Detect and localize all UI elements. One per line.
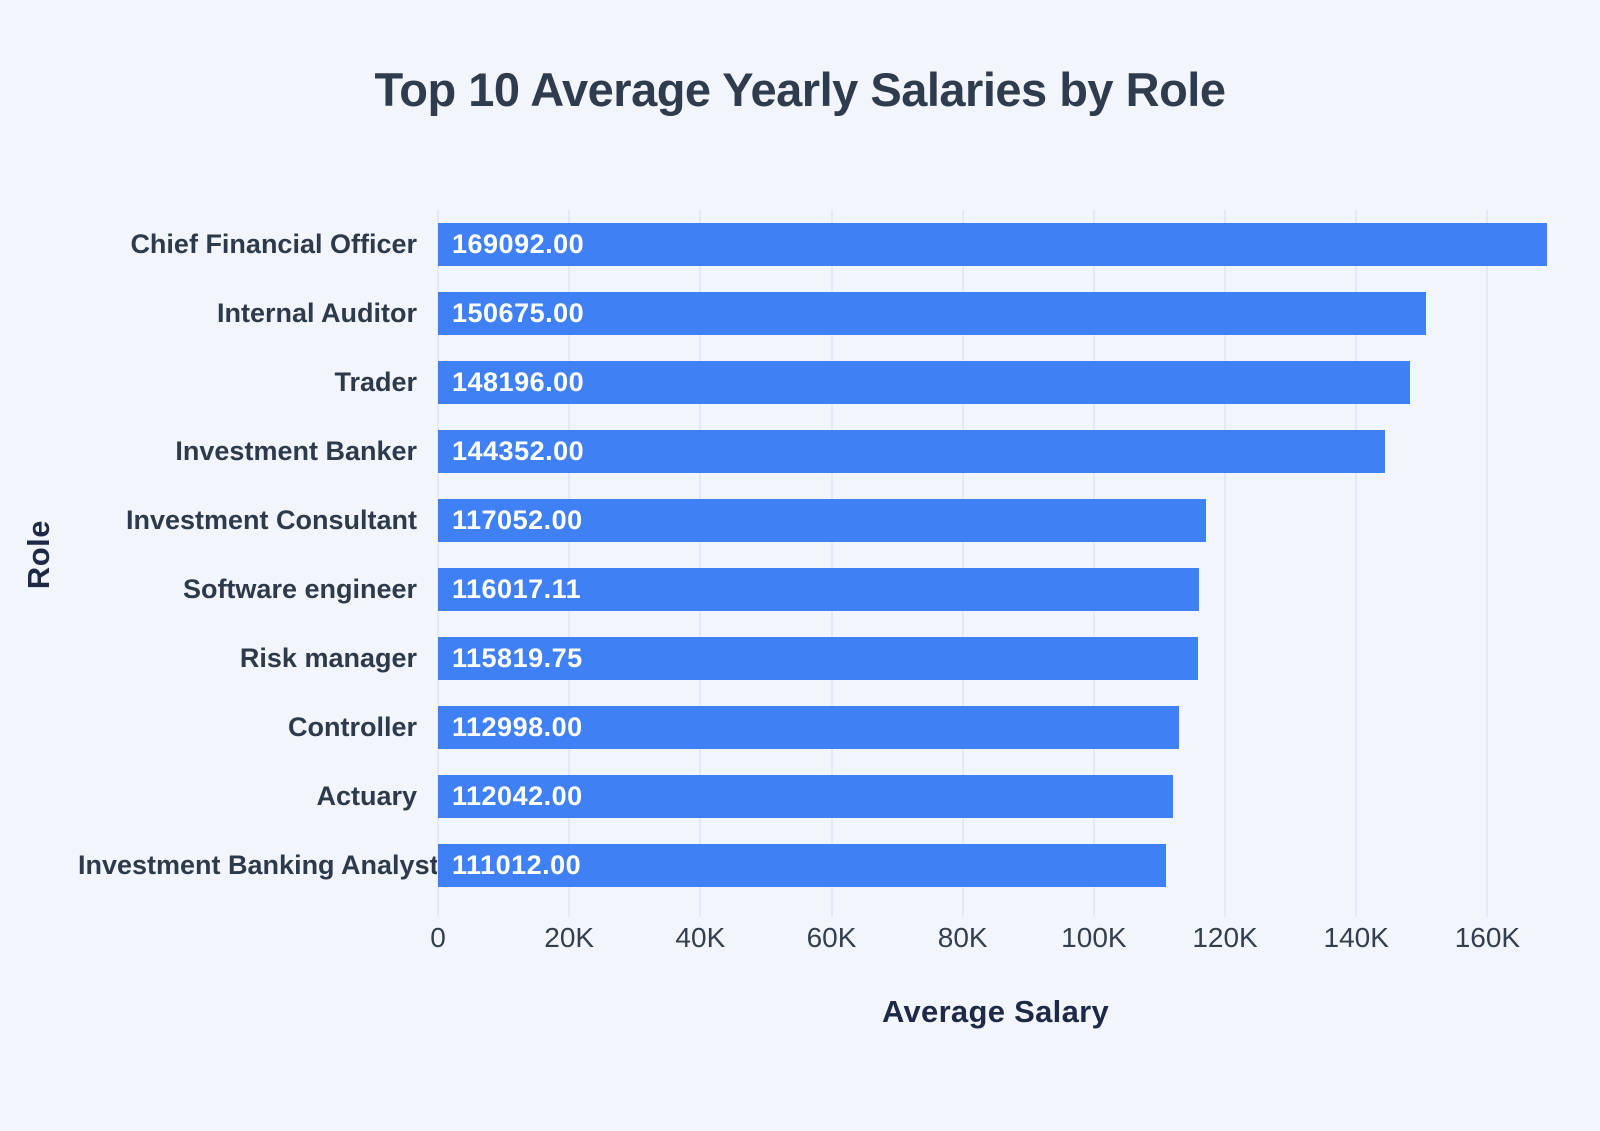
x-tick-label-0: 0 (430, 922, 446, 953)
bar-value-label: 144352.00 (452, 436, 585, 466)
x-tick-label-60K: 60K (806, 922, 857, 953)
category-label: Risk manager (239, 643, 417, 673)
bar-value-label: 111012.00 (452, 850, 582, 880)
x-tick-label-40K: 40K (675, 922, 726, 953)
category-label: Chief Financial Officer (130, 229, 417, 259)
bar: 150675.00 (438, 292, 1427, 335)
category-label: Trader (334, 367, 417, 397)
bar-row: Chief Financial Officer 169092.00 (78, 210, 1553, 279)
x-axis-ticks: 0 20K 40K 60K 80K 100K 120K 140K 160K (430, 900, 1553, 953)
bar-track: 112042.00 (438, 762, 1553, 831)
category-label: Controller (287, 712, 417, 742)
bar: 117052.00 (438, 499, 1206, 542)
bar-value-label: 150675.00 (452, 298, 585, 328)
bar-value-label: 112998.00 (452, 712, 583, 742)
bar: 115819.75 (438, 637, 1198, 680)
bar-value-label: 115819.75 (452, 643, 583, 673)
bar-row: Software engineer 116017.11 (78, 555, 1553, 624)
bar-track: 117052.00 (438, 486, 1553, 555)
bar-value-label: 116017.11 (452, 574, 582, 604)
bar-track: 111012.00 (438, 831, 1553, 900)
bar-row: Actuary 112042.00 (78, 762, 1553, 831)
x-tick-label-160K: 160K (1454, 922, 1521, 953)
bar: 112998.00 (438, 706, 1180, 749)
category-label: Internal Auditor (217, 298, 417, 328)
bar-row: Trader 148196.00 (78, 348, 1553, 417)
bar-row: Risk manager 115819.75 (78, 624, 1553, 693)
category-label: Investment Banker (175, 436, 417, 466)
x-axis-title: Average Salary (881, 994, 1110, 1029)
y-axis-title: Role (21, 520, 56, 590)
bar-row: Controller 112998.00 (78, 693, 1553, 762)
bar: 144352.00 (438, 430, 1385, 473)
x-axis-title-row: Average Salary (438, 994, 1553, 1030)
bar-value-label: 117052.00 (452, 505, 583, 535)
bar-row: Internal Auditor 150675.00 (78, 279, 1553, 348)
x-tick-label-80K: 80K (937, 922, 988, 953)
bar-track: 112998.00 (438, 693, 1553, 762)
bar-value-label: 112042.00 (452, 781, 583, 811)
chart-title: Top 10 Average Yearly Salaries by Role (374, 63, 1226, 116)
bar-track: 150675.00 (438, 279, 1553, 348)
bar-track: 148196.00 (438, 348, 1553, 417)
x-tick-label-140K: 140K (1323, 922, 1389, 953)
bar-track: 169092.00 (438, 210, 1553, 279)
category-label: Investment Consultant (125, 505, 417, 535)
category-label: Software engineer (182, 574, 417, 604)
x-tick-label-120K: 120K (1192, 922, 1258, 953)
chart-area: Role Chief Financial Officer 169092.00 Int… (0, 210, 1600, 1030)
bar: 169092.00 (438, 223, 1548, 266)
bar-value-label: 169092.00 (452, 229, 585, 259)
bar: 111012.00 (438, 844, 1167, 887)
x-tick-label-20K: 20K (544, 922, 595, 953)
y-axis-title-wrap: Role (0, 210, 78, 900)
bar-value-label: 148196.00 (452, 367, 585, 397)
plot-rows: Chief Financial Officer 169092.00 Internal… (78, 210, 1553, 917)
bar: 112042.00 (438, 775, 1173, 818)
plot-region: Chief Financial Officer 169092.00 Internal… (78, 210, 1553, 1030)
category-label: Actuary (316, 781, 417, 811)
bar-track: 116017.11 (438, 555, 1553, 624)
bar-row: Investment Consultant 117052.00 (78, 486, 1553, 555)
bar-row: Investment Banking Analyst 111012.00 (78, 831, 1553, 900)
bar-track: 115819.75 (438, 624, 1553, 693)
bar-track: 144352.00 (438, 417, 1553, 486)
bar-row: Investment Banker 144352.00 (78, 417, 1553, 486)
bar: 116017.11 (438, 568, 1199, 611)
category-label: Investment Banking Analyst (78, 850, 439, 880)
x-tick-label-100K: 100K (1061, 922, 1127, 953)
bar: 148196.00 (438, 361, 1410, 404)
